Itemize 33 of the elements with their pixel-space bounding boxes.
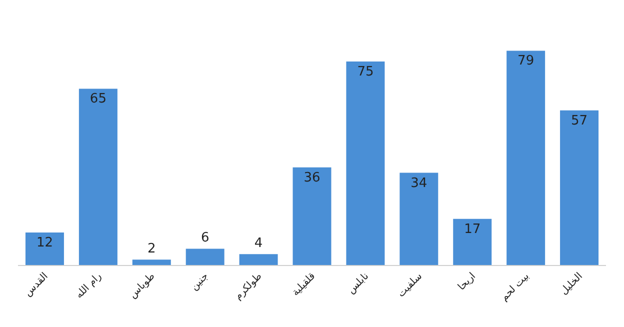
x-tick-label: اريحا — [456, 270, 478, 293]
x-tick-label: طولكرم — [232, 270, 264, 302]
x-tick-label: جنين — [188, 270, 211, 293]
bar — [292, 167, 332, 265]
data-label: 65 — [90, 92, 106, 107]
x-tick-label: نابلس — [346, 270, 372, 296]
bar — [186, 248, 224, 265]
data-label: 34 — [410, 176, 428, 191]
data-label: 2 — [147, 242, 156, 257]
x-tick-label: بيت لحم — [498, 270, 532, 304]
data-label: 57 — [571, 113, 588, 128]
x-tick-label: الخليل — [558, 270, 585, 298]
x-tick-label: سلفيت — [396, 270, 425, 300]
x-tick-label: قلقيلية — [290, 270, 318, 298]
bar — [78, 88, 118, 265]
bar — [453, 218, 492, 265]
bar — [400, 172, 438, 265]
data-label: 6 — [200, 230, 210, 246]
x-tick-label: القدس — [22, 270, 50, 299]
data-label: 36 — [304, 170, 320, 186]
data-label: 17 — [464, 222, 481, 237]
data-label: 75 — [357, 64, 374, 80]
x-tick-label: رام الله — [74, 270, 104, 301]
data-label: 79 — [518, 54, 534, 69]
bar — [506, 50, 546, 265]
bar — [560, 110, 599, 265]
data-label: 4 — [254, 236, 263, 252]
x-tick-label: طوباس — [127, 270, 158, 301]
bar — [239, 254, 278, 265]
bar — [25, 232, 64, 265]
bar — [346, 62, 385, 265]
bar — [132, 260, 171, 265]
data-label: 12 — [36, 235, 53, 250]
